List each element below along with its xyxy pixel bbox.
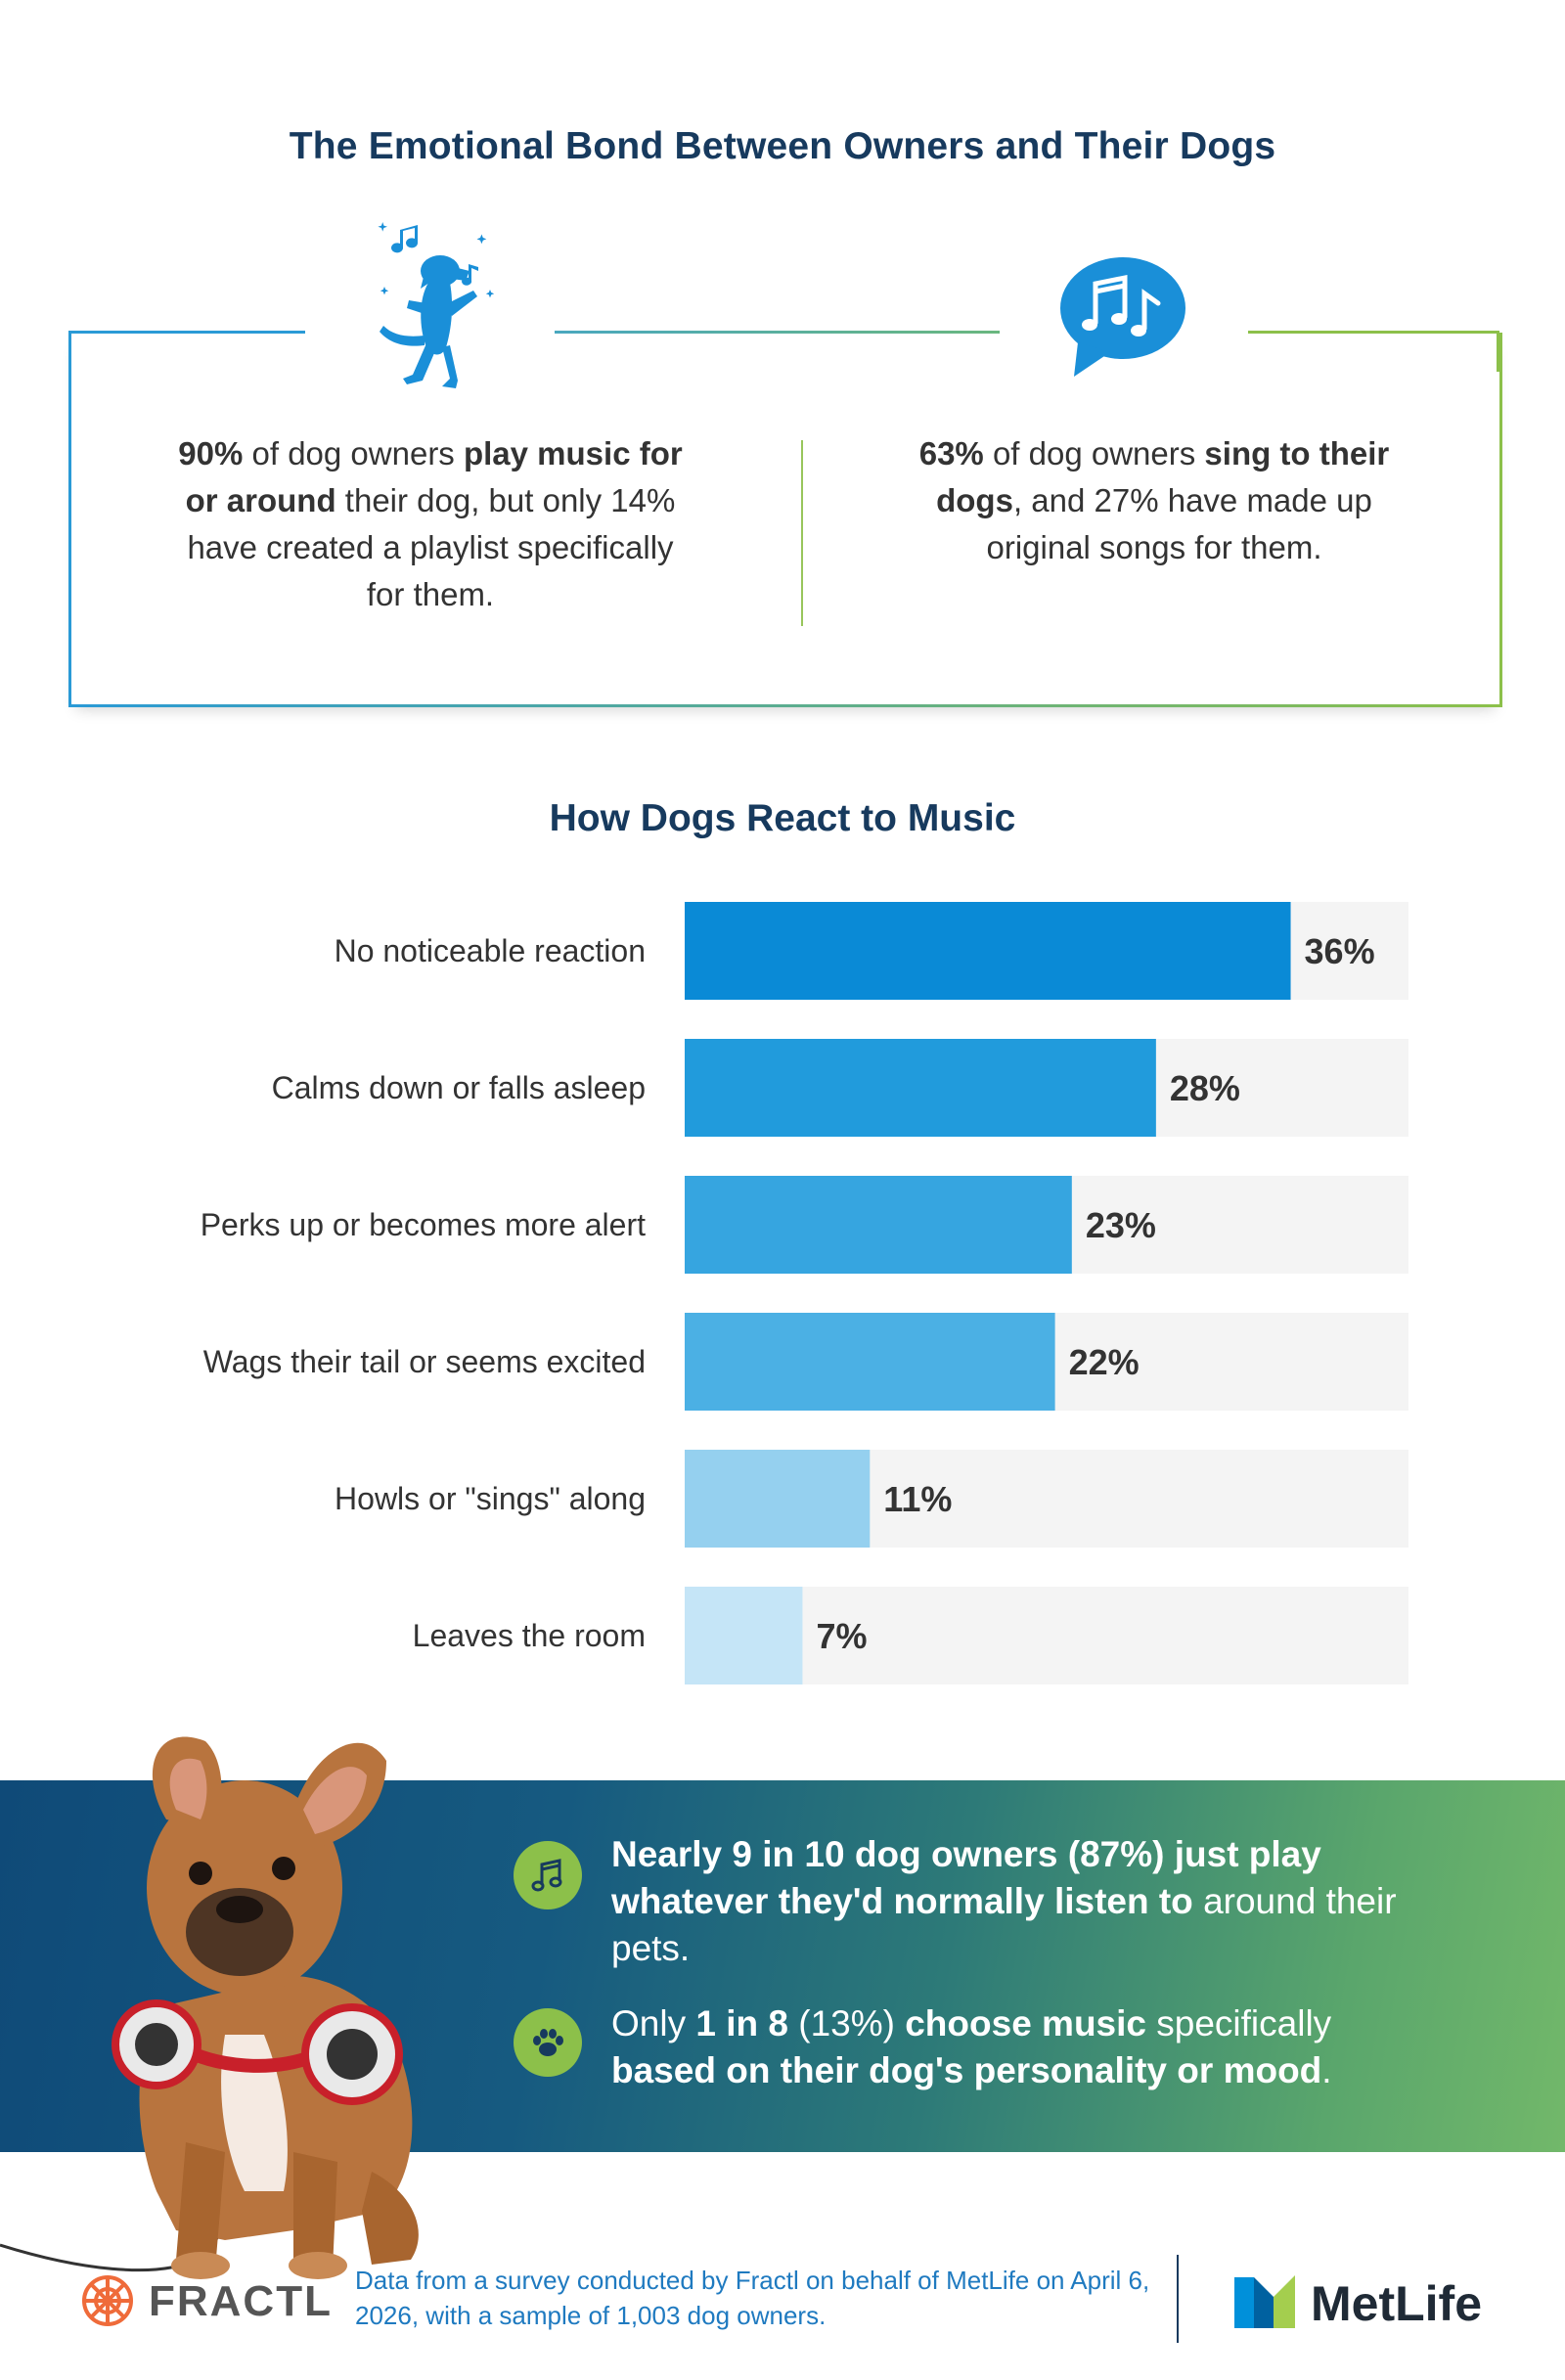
fractl-wordmark: FRACTL — [149, 2277, 333, 2325]
page-title: The Emotional Bond Between Owners and Th… — [289, 125, 1276, 167]
stat-right: 63% of dog owners sing to their dogs, an… — [910, 430, 1399, 571]
stat-right-text-2: , and 27% have made up original songs fo… — [986, 482, 1372, 565]
stat-right-pct: 63% — [918, 435, 984, 472]
value-label: 22% — [1069, 1342, 1140, 1382]
box-top-line-left — [68, 331, 305, 334]
banner-item-2-bold-1: 1 in 8 — [695, 2003, 788, 2043]
footer-divider — [1177, 2255, 1179, 2343]
box-top-line-middle — [555, 331, 1000, 334]
banner-item-2-text-4: . — [1321, 2050, 1332, 2090]
category-label: Howls or "sings" along — [335, 1481, 646, 1516]
banner-item-music-habits: Nearly 9 in 10 dog owners (87%) just pla… — [611, 1831, 1433, 1972]
banner-item-2-text-1: Only — [611, 2003, 696, 2043]
box-top-line-right — [1248, 331, 1499, 334]
banner-item-1-text: around their pets. — [611, 1881, 1397, 1968]
bar-5 — [685, 1587, 803, 1684]
stat-right-text-1: of dog owners — [983, 435, 1205, 472]
banner-item-2-text-3: specifically — [1146, 2003, 1332, 2043]
stat-box — [68, 333, 1502, 707]
chart-title: How Dogs React to Music — [549, 797, 1016, 839]
banner-item-1-bold: Nearly 9 in 10 dog owners (87%) just pla… — [611, 1834, 1321, 1921]
paw-icon — [514, 2008, 582, 2077]
box-right-edge — [1497, 331, 1499, 372]
bar-4 — [685, 1450, 871, 1548]
value-label: 28% — [1170, 1068, 1240, 1108]
bar-1 — [685, 1039, 1156, 1137]
stat-left-pct: 90% — [178, 435, 244, 472]
dancing-dog-icon — [378, 222, 495, 388]
category-label: No noticeable reaction — [335, 933, 646, 968]
source-footnote: Data from a survey conducted by Fractl o… — [355, 2266, 1150, 2330]
stat-left-text-1: of dog owners — [243, 435, 464, 472]
value-label: 36% — [1305, 931, 1375, 971]
stat-divider — [801, 440, 803, 626]
fractl-logo: FRACTL — [82, 2275, 333, 2326]
category-label: Leaves the room — [413, 1618, 646, 1653]
speech-bubble-music-icon — [1060, 257, 1185, 377]
category-label: Wags their tail or seems excited — [203, 1344, 646, 1379]
stat-left-text-2: their dog, but only 14% have created a p… — [187, 482, 676, 612]
banner-item-2-bold-2: choose music — [905, 2003, 1146, 2043]
bar-0 — [685, 902, 1291, 1000]
value-label: 11% — [883, 1479, 952, 1519]
category-label: Perks up or becomes more alert — [201, 1207, 646, 1242]
banner-item-2-text-2: (13%) — [787, 2003, 906, 2043]
bar-track — [685, 1587, 1408, 1684]
metlife-logo: MetLife — [1234, 2275, 1482, 2331]
metlife-wordmark: MetLife — [1311, 2276, 1482, 2331]
french-bulldog-headphones-illustration — [0, 1736, 419, 2279]
banner-item-2-bold-3: based on their dog's personality or mood — [611, 2050, 1322, 2090]
value-label: 23% — [1086, 1205, 1156, 1245]
box-left-edge — [68, 331, 71, 372]
banner-item-music-choice: Only 1 in 8 (13%) choose music specifica… — [611, 2000, 1433, 2094]
stat-left: 90% of dog owners play music for or arou… — [166, 430, 694, 618]
bar-3 — [685, 1313, 1055, 1411]
value-label: 7% — [816, 1616, 867, 1656]
category-label: Calms down or falls asleep — [272, 1070, 646, 1105]
bar-chart: No noticeable reaction 36% Calms down or f… — [201, 902, 1408, 1684]
stat-right-bold: sing to their dogs — [936, 435, 1390, 518]
bar-2 — [685, 1176, 1072, 1274]
stat-left-bold: play music for or around — [185, 435, 683, 518]
music-note-icon — [514, 1841, 582, 1909]
